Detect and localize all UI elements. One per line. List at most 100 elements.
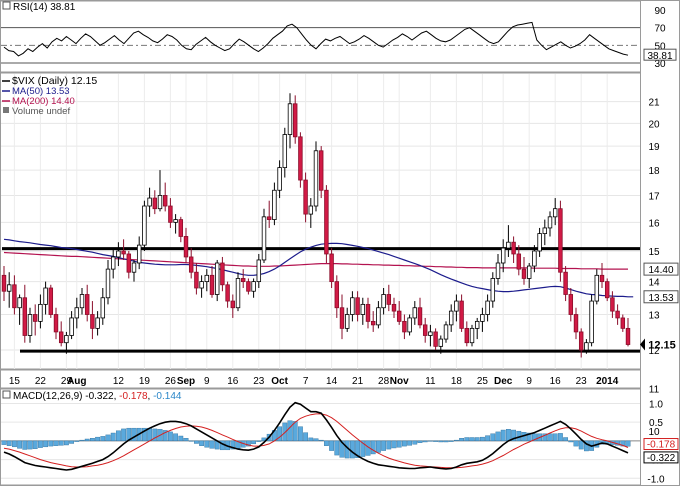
candle [204, 269, 210, 292]
candle [12, 275, 17, 315]
candle [610, 291, 615, 318]
candle-body-down [225, 284, 230, 302]
macd-histogram-bar [199, 440, 205, 446]
candle-body-down [12, 284, 17, 309]
candle [168, 198, 173, 228]
candle-body-down [558, 208, 563, 273]
macd-histogram-bar [318, 439, 324, 442]
macd-tick-label: -1.0 [647, 474, 665, 485]
candle-body-down [298, 136, 303, 181]
rsi-last-label: 38.81 [643, 48, 677, 62]
candle [147, 187, 152, 217]
macd-signal-line [3, 413, 629, 469]
candle [547, 211, 553, 237]
candle [480, 307, 485, 332]
macd-histogram-bar [563, 437, 569, 442]
candle-body-down [1, 274, 7, 292]
candle [95, 311, 100, 336]
candle-body-down [188, 256, 194, 273]
price-tick-label: 16 [648, 218, 660, 229]
date-label: 11 [425, 376, 436, 387]
candle-body-down [230, 300, 236, 309]
candle [495, 253, 501, 285]
macd-histogram-bar [256, 440, 262, 442]
candle [417, 297, 423, 329]
candle-body-up [469, 327, 475, 344]
candle [199, 275, 204, 298]
macd-histogram-bar [438, 440, 444, 443]
candle [121, 239, 126, 260]
candle [303, 172, 308, 223]
price-label-text: 14.40 [648, 265, 673, 276]
macd-histogram-bar [110, 432, 116, 442]
macd-histogram-bar [84, 438, 90, 442]
candle [438, 335, 444, 354]
macd-last-value: -0.322 [647, 453, 676, 464]
legend-label: Volume undef [12, 106, 70, 117]
candle-body-up [6, 284, 12, 292]
candle [110, 248, 116, 279]
candle [230, 294, 236, 318]
candle [38, 294, 43, 329]
candle [391, 297, 397, 318]
candle-body-down [402, 320, 407, 333]
candle-body-down [563, 271, 568, 295]
macd-histogram [1, 420, 631, 459]
macd-histogram-bar [58, 440, 64, 446]
candle-body-up [350, 297, 355, 315]
macd-histogram-bar [141, 427, 147, 442]
candle [74, 297, 80, 329]
date-label: 2014 [596, 376, 619, 387]
macd-histogram-bar [578, 440, 584, 450]
macd-histogram-bar [1, 440, 7, 445]
candle [422, 317, 428, 343]
macd-histogram-bar [329, 440, 335, 451]
macd-histogram-bar [292, 421, 298, 442]
macd-histogram-bar [552, 433, 558, 442]
candle-body-up [287, 103, 293, 135]
macd-histogram-bar [583, 440, 589, 452]
candle-body-up [474, 320, 480, 329]
candle-body-up [547, 216, 553, 229]
rsi-tick-label: 70 [654, 24, 666, 35]
candle-body-down [121, 250, 126, 255]
candle-body-down [370, 320, 376, 326]
candle-body-up [454, 300, 459, 312]
candle [532, 245, 537, 273]
candle [126, 250, 132, 279]
candle [396, 301, 402, 325]
date-label: 26 [165, 376, 177, 387]
macd-histogram-bar [53, 440, 59, 446]
candle-body-up [110, 256, 116, 270]
date-label: 12 [113, 376, 125, 387]
macd-histogram-bar [526, 432, 532, 442]
macd-histogram-bar [209, 440, 215, 449]
macd-histogram-bar [37, 440, 43, 448]
macd-histogram-bar [183, 438, 189, 442]
candle-body-down [578, 331, 584, 351]
macd-histogram-bar [79, 439, 85, 442]
price-tick-label: 15 [648, 247, 660, 258]
rsi-legend-icon [2, 1, 11, 10]
price-label-box [643, 290, 679, 304]
macd-histogram-bar [297, 426, 303, 442]
candle-body-down [246, 281, 251, 292]
candle-body-down [126, 253, 132, 273]
date-label: Dec [494, 376, 513, 387]
candle [178, 216, 184, 243]
macd-histogram-bar [22, 440, 28, 450]
candle-body-up [376, 307, 381, 326]
candle-body-up [412, 307, 418, 319]
candle-body-up [261, 216, 267, 261]
candle [131, 259, 137, 282]
price-label-box [643, 262, 679, 276]
date-label: 16 [227, 376, 239, 387]
candle-body-down [386, 294, 392, 305]
candle [183, 227, 189, 263]
price-axis-ticks: 10 11 12 13 14 15 16 17 18 19 20 21 [648, 98, 660, 438]
candle-body-down [464, 327, 470, 344]
